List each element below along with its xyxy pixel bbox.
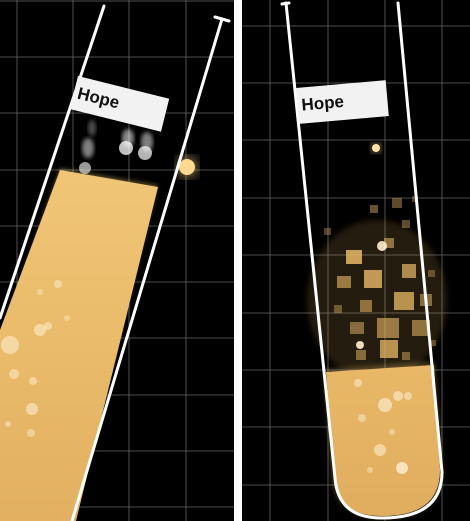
right-test-tube-illustration: Hope bbox=[242, 0, 470, 521]
dissolving-particles bbox=[307, 144, 447, 380]
left-test-tube-panel: Hope bbox=[0, 0, 234, 521]
left-test-tube-illustration: Hope bbox=[0, 0, 234, 521]
liquid-bubbles bbox=[1, 280, 70, 437]
tube-label: Hope bbox=[69, 76, 170, 132]
tube-label-text: Hope bbox=[301, 92, 345, 115]
liquid bbox=[0, 168, 158, 521]
test-tube-outline bbox=[280, 1, 444, 520]
liquid bbox=[324, 362, 442, 518]
liquid-bubbles bbox=[354, 379, 412, 474]
test-tube-outline bbox=[0, 4, 231, 521]
right-test-tube-panel: Hope bbox=[242, 0, 470, 521]
tube-label: Hope bbox=[296, 80, 389, 124]
glowing-particle bbox=[179, 159, 195, 175]
rising-bubbles bbox=[79, 120, 153, 174]
